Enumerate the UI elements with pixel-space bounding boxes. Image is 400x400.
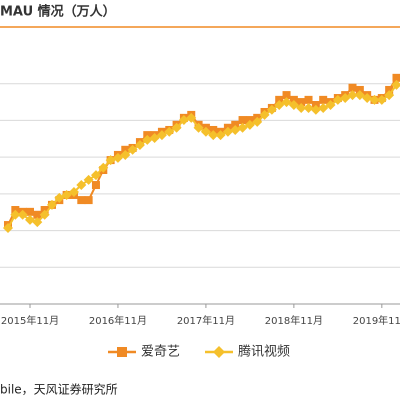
- point: [127, 144, 138, 155]
- point: [68, 187, 79, 198]
- point: [347, 90, 358, 101]
- point: [281, 97, 292, 108]
- point: [282, 91, 291, 100]
- point: [54, 192, 65, 203]
- legend-label: 爱奇艺: [141, 344, 180, 360]
- point: [318, 102, 329, 113]
- point: [384, 90, 395, 101]
- point: [186, 112, 197, 123]
- point: [348, 83, 357, 92]
- point: [112, 152, 123, 163]
- point: [77, 196, 86, 205]
- point: [303, 102, 314, 113]
- point: [252, 116, 263, 127]
- point: [164, 126, 175, 137]
- point: [200, 126, 211, 137]
- point: [304, 95, 313, 104]
- point: [209, 125, 218, 134]
- point: [156, 130, 167, 141]
- point: [39, 209, 50, 220]
- point: [46, 199, 57, 210]
- point: [288, 100, 299, 111]
- point: [274, 100, 285, 111]
- chart-title: MAU 情况（万人）: [0, 4, 116, 20]
- point: [355, 85, 364, 94]
- point: [76, 180, 87, 191]
- point: [120, 149, 131, 160]
- point: [193, 122, 204, 133]
- point: [32, 217, 43, 228]
- point: [17, 209, 28, 220]
- legend-label: 腾讯视频: [238, 344, 290, 360]
- point: [259, 109, 270, 120]
- point: [84, 196, 93, 205]
- source-note: bile，天风证券研究所: [0, 382, 118, 397]
- series-line: [7, 84, 398, 229]
- point: [392, 73, 400, 82]
- legend-marker: [117, 347, 127, 357]
- point: [178, 115, 189, 126]
- point: [266, 104, 277, 115]
- point: [362, 93, 373, 104]
- point: [134, 140, 145, 151]
- point: [275, 95, 284, 104]
- point: [10, 209, 21, 220]
- point: [296, 102, 307, 113]
- point: [25, 207, 34, 216]
- point: [98, 162, 109, 173]
- point: [230, 124, 241, 135]
- point: [319, 95, 328, 104]
- point: [105, 155, 116, 166]
- point: [3, 223, 13, 234]
- point: [237, 122, 248, 133]
- point: [244, 119, 255, 130]
- point: [33, 210, 42, 219]
- point: [24, 214, 35, 225]
- x-tick-label: 2015年11月: [1, 314, 59, 327]
- point: [171, 122, 182, 133]
- x-tick-label: 2017年11月: [177, 314, 235, 327]
- series: [3, 79, 400, 234]
- point: [215, 130, 226, 141]
- point: [354, 90, 365, 101]
- x-tick-label: 2016年11月: [89, 314, 147, 327]
- point: [142, 134, 153, 145]
- point: [222, 126, 233, 137]
- point: [289, 95, 298, 104]
- point: [83, 174, 94, 185]
- legend-marker: [213, 346, 225, 358]
- point: [238, 116, 247, 125]
- point: [332, 94, 343, 105]
- point: [391, 79, 400, 90]
- point: [91, 181, 100, 190]
- point: [376, 94, 387, 105]
- point: [369, 94, 380, 105]
- x-tick-label: 2018年11月: [265, 314, 323, 327]
- series: [4, 73, 400, 230]
- point: [385, 85, 394, 94]
- point: [149, 133, 160, 144]
- point: [208, 130, 219, 141]
- point: [310, 104, 321, 115]
- point: [297, 98, 306, 107]
- point: [90, 170, 101, 181]
- point: [121, 145, 130, 154]
- point: [231, 120, 240, 129]
- point: [325, 100, 336, 111]
- point: [61, 189, 72, 200]
- point: [340, 93, 351, 104]
- x-tick-label: 2019年11月: [353, 314, 400, 327]
